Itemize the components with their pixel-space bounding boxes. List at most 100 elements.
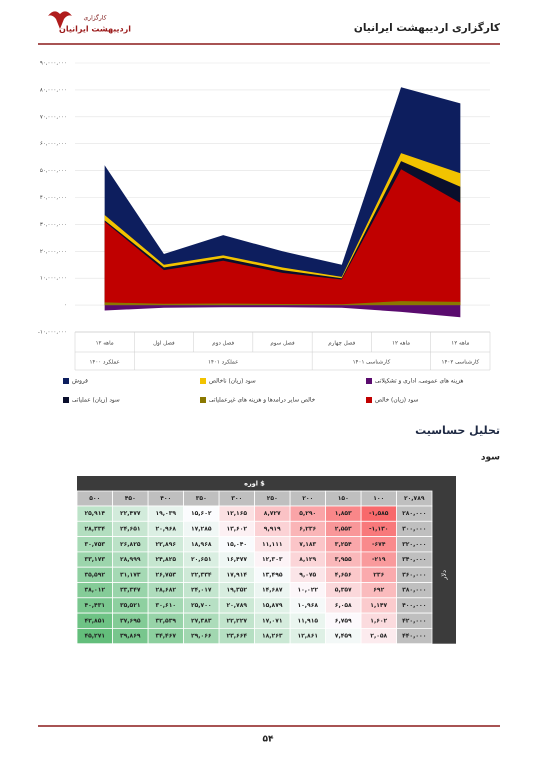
table-cell-text: ۳۱,۱۷۳: [120, 571, 141, 578]
row-header: ۳۴۰,۰۰۰: [402, 556, 426, 563]
table-cell-text: ۱۶,۴۷۷: [226, 556, 247, 563]
table-cell-text: ۳۴,۴۶۷: [155, 633, 176, 640]
y-tick-label: ۲۰,۰۰۰,۰۰۰: [40, 249, 67, 255]
table-cell-text: ۳۰,۷۵۳: [84, 541, 105, 548]
column-header: ۱۵۰: [338, 495, 349, 502]
table-cell-text: ۲,۰۵۸: [370, 633, 387, 640]
legend-label: خالص سایر درامدها و هزینه های غیرعملیاتی: [209, 398, 316, 404]
table-cell-text: ۳,۹۵۵: [335, 556, 352, 563]
table-cell-text: ۴۵,۲۷۱: [84, 633, 105, 640]
x-tick-label: فصل سوم: [270, 341, 295, 347]
column-header: ۳۵۰: [196, 495, 207, 502]
y-tick-label: ۰: [64, 303, 67, 309]
x-group-label: کارشناسی ۱۴۰۱: [353, 359, 391, 366]
area-series: [104, 169, 461, 306]
table-cell-text: ۱۹,۳۵۲: [226, 587, 247, 594]
table-cell-text: ۲۴,۰۱۷: [191, 587, 212, 594]
row-header: ۳۲۰,۰۰۰: [402, 541, 426, 548]
y-tick-label: ۸۰,۰۰۰,۰۰۰: [40, 87, 67, 93]
table-cell-text: ۲۷,۳۸۳: [191, 617, 212, 624]
table-cell-text: ۴,۶۵۶: [335, 571, 352, 578]
x-group-label: عملکرد ۱۴۰۰: [89, 359, 119, 366]
chart: -۱۰,۰۰۰,۰۰۰ ۰ ۱۰,۰۰۰,۰۰۰ ۲۰,۰۰۰,۰۰۰ ۳۰,۰۰۰,۰…: [38, 61, 491, 404]
table-cell-text: ۶,۷۵۹: [335, 617, 352, 624]
table-cell-text: ۳۰,۶۱۰: [155, 602, 176, 609]
table-cell-text: ۲۳,۶۶۴: [226, 633, 247, 640]
y-tick-label: ۳۰,۰۰۰,۰۰۰: [40, 222, 67, 228]
column-header: ۵۰۰: [89, 495, 100, 502]
table-cell: [76, 628, 113, 645]
table-cell-text: ۵,۲۹۰: [299, 510, 316, 517]
table-cell-text: ۷,۱۸۳: [299, 541, 316, 548]
logo-text: کارگزاری: [83, 14, 106, 22]
table-cell-text: ۲۰,۹۶۸: [155, 525, 176, 532]
x-group-label: کارشناسی ۱۴۰۲: [442, 359, 480, 366]
table-cell-text: -۱,۱۳۰: [369, 525, 388, 532]
column-header: ۲۰۰: [302, 495, 313, 502]
legend-label: هزینه های عمومی، اداری و تشکیلاتی: [375, 378, 464, 385]
table-cell-text: ۲۸,۳۳۴: [84, 525, 105, 532]
table-cell-text: -۲۱۹: [372, 556, 386, 563]
table-cell-text: ۲۴,۶۵۱: [120, 525, 141, 532]
table-title: اوره $: [244, 480, 265, 488]
table-cell-text: ۱۳,۴۹۵: [262, 571, 283, 578]
y-tick-label: ۱۰,۰۰۰,۰۰۰: [40, 276, 67, 282]
table-cell-text: ۳۸,۰۱۲: [84, 587, 105, 594]
table-cell-text: ۳,۲۵۴: [335, 541, 352, 548]
table-cell-text: -۶۷۴: [372, 541, 386, 548]
logo-text: اردیبهشت ایرانیان: [59, 25, 131, 34]
area-series: [104, 301, 461, 306]
area-series: [104, 305, 461, 318]
y-tick-label: ۹۰,۰۰۰,۰۰۰: [40, 61, 67, 67]
x-tick-label: فصل چهارم: [328, 341, 355, 347]
table-cell-text: ۱۲,۸۶۱: [297, 633, 318, 640]
table-cell-text: ۱,۸۵۳: [335, 510, 352, 517]
table-cell-text: ۲۰,۶۵۱: [191, 556, 212, 563]
y-tick-label: ۶۰,۰۰۰,۰۰۰: [40, 141, 67, 147]
table-cell-text: ۱۱,۹۱۵: [297, 617, 318, 624]
table-cell-text: ۲۲,۸۹۶: [155, 541, 176, 548]
table-cell-text: ۲۲,۳۳۴: [191, 571, 212, 578]
row-header: ۳۸۰,۰۰۰: [402, 587, 426, 594]
table-cell-text: ۲۹,۰۶۶: [191, 633, 212, 640]
table-cell-text: ۱۵,۸۷۹: [262, 602, 283, 609]
y-tick-label: ۴۰,۰۰۰,۰۰۰: [40, 195, 67, 201]
table-cell-text: ۳۵,۵۲۱: [120, 602, 141, 609]
table-cell-text: ۳۳,۳۴۷: [120, 587, 141, 594]
x-tick-label: فصل اول: [153, 341, 175, 347]
table-cell-text: ۳۳,۱۷۳: [84, 556, 105, 563]
row-header: ۳۰۰,۰۰۰: [402, 525, 426, 532]
table-cell-text: ۹,۰۷۵: [299, 571, 316, 578]
legend-swatch: [200, 378, 206, 384]
table-cell-text: ۱۴,۶۸۷: [262, 587, 283, 594]
table-cell-text: ۹,۹۱۹: [264, 525, 281, 532]
table-cell-text: ۱۱,۱۱۱: [262, 541, 283, 548]
table-cell-text: ۲۰,۷۸۹: [226, 602, 247, 609]
y-tick-label: -۱۰,۰۰۰,۰۰۰: [38, 330, 67, 336]
row-header: ۲۸۰,۰۰۰: [402, 510, 426, 517]
legend-swatch: [63, 397, 69, 403]
row-header: ۴۴۰,۰۰۰: [402, 633, 426, 640]
legend-swatch: [63, 378, 69, 384]
header-title: کارگزاری اردیبهشت ایرانیان: [354, 21, 501, 34]
table-cell-text: ۱,۶۰۲: [370, 617, 387, 624]
table-cell-text: ۱۷,۰۷۱: [262, 617, 283, 624]
subsection-title: سود: [481, 453, 500, 463]
table-cell-text: ۱۲,۱۶۵: [226, 510, 247, 517]
legend-swatch: [366, 378, 372, 384]
table-cell-text: ۱۷,۹۱۴: [226, 571, 247, 578]
table-cell-text: ۶,۰۵۸: [335, 602, 352, 609]
table-cell-text: ۲۶,۸۲۵: [120, 541, 141, 548]
x-tick-label: ۱۲ ماهه: [96, 341, 114, 347]
table-cell-text: ۳۹,۸۶۹: [120, 633, 141, 640]
table-cell-text: ۲۴,۸۲۵: [155, 556, 176, 563]
table-cell-text: ۱۰,۹۶۸: [297, 602, 318, 609]
x-group-label: عملکرد ۱۴۰۱: [208, 359, 238, 366]
table-cell-text: ۳۵,۵۹۲: [84, 571, 105, 578]
y-tick-label: ۵۰,۰۰۰,۰۰۰: [40, 168, 67, 174]
x-tick-label: فصل دوم: [212, 341, 234, 347]
table-cell-text: ۸,۱۲۹: [299, 556, 316, 563]
table-cell-text: ۱۵,۰۴۰: [226, 541, 247, 548]
